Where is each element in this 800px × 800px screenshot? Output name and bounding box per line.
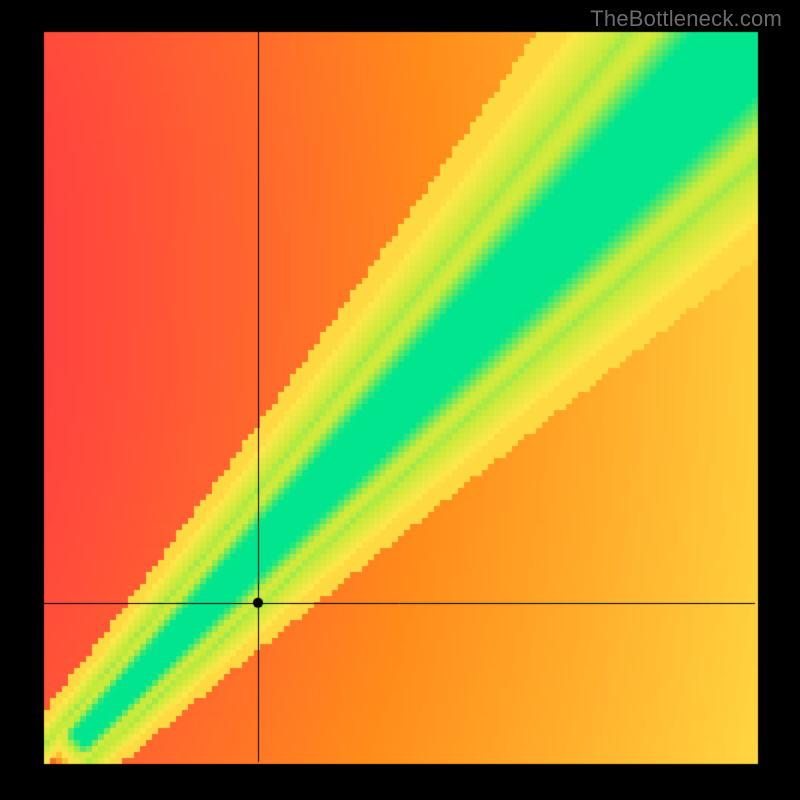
- chart-container: TheBottleneck.com: [0, 0, 800, 800]
- bottleneck-heatmap: [0, 0, 800, 800]
- watermark-label: TheBottleneck.com: [590, 6, 782, 32]
